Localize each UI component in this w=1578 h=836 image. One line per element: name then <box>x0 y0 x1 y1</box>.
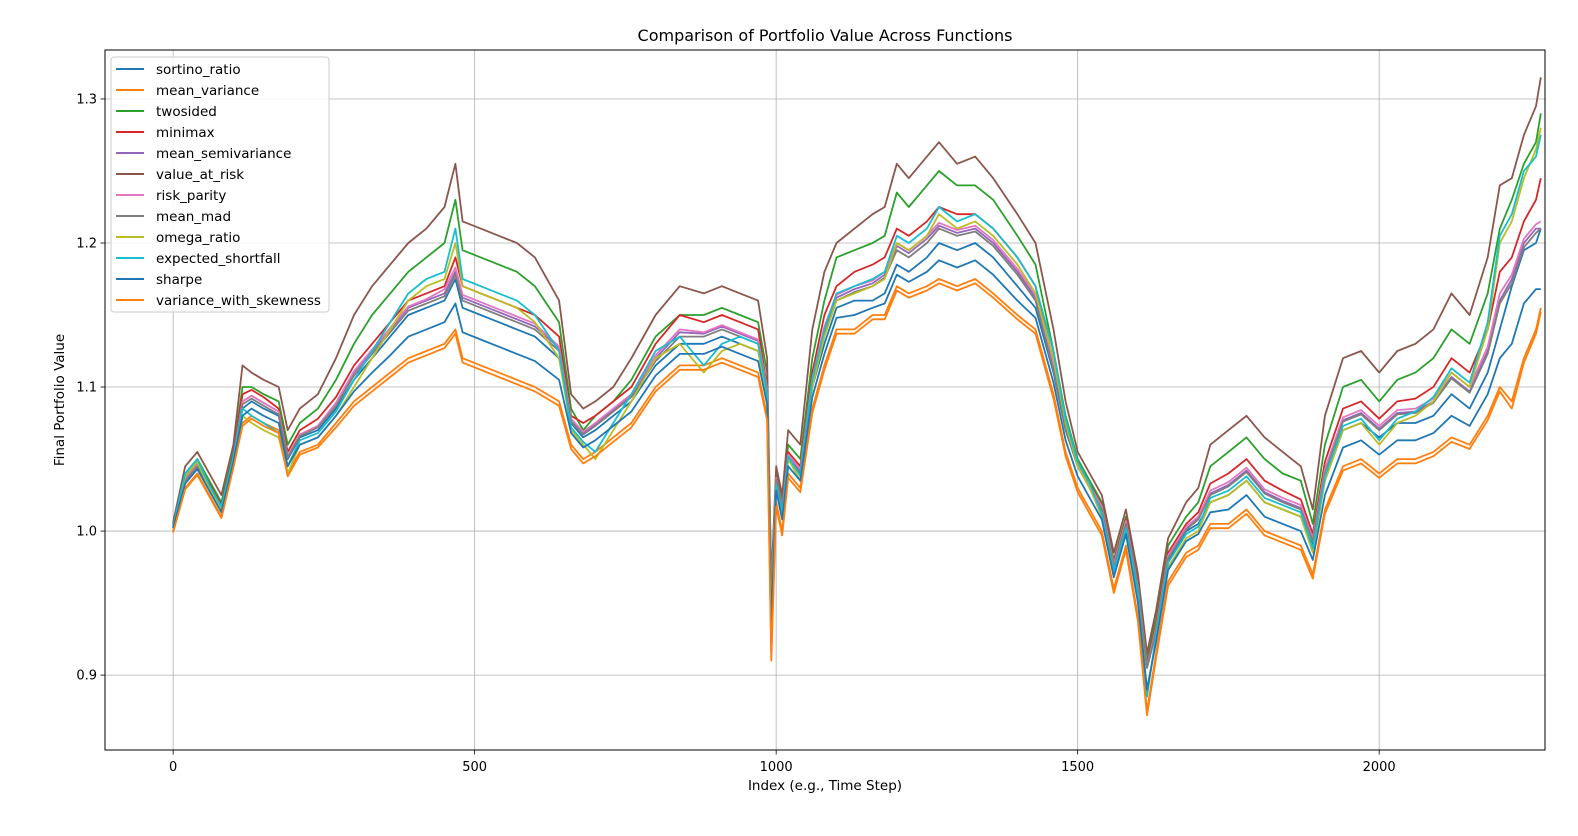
series-line-twosided <box>172 113 1542 662</box>
series-line-value_at_risk <box>172 77 1542 655</box>
x-tick-label: 0 <box>169 760 177 775</box>
legend-label-minimax: minimax <box>156 125 215 141</box>
y-axis-label: Final Portfolio Value <box>52 334 68 466</box>
series-layer <box>172 77 1542 717</box>
y-tick-label: 1.0 <box>76 525 97 540</box>
x-tick-label: 2000 <box>1363 760 1396 775</box>
series-line-minimax <box>172 178 1542 666</box>
series-line-sharpe <box>172 259 1541 691</box>
series-line-variance_with_skewness <box>172 282 1542 717</box>
x-tick-label: 1500 <box>1061 760 1094 775</box>
series-line-expected_shortfall <box>172 134 1542 698</box>
plot-frame <box>104 49 1546 751</box>
legend-label-sortino_ratio: sortino_ratio <box>156 62 241 78</box>
x-axis-label: Index (e.g., Time Step) <box>748 778 902 794</box>
y-tick-label: 1.1 <box>76 381 97 396</box>
legend-label-twosided: twosided <box>156 104 217 120</box>
legend-label-mean_variance: mean_variance <box>156 83 259 99</box>
y-tick-label: 1.2 <box>76 237 97 252</box>
y-tick-label: 0.9 <box>76 669 97 684</box>
series-line-omega_ratio <box>172 127 1542 691</box>
legend-label-expected_shortfall: expected_shortfall <box>156 251 281 267</box>
legend-label-omega_ratio: omega_ratio <box>156 230 240 246</box>
legend-label-variance_with_skewness: variance_with_skewness <box>156 293 321 309</box>
x-tick-label: 1000 <box>760 760 793 775</box>
legend-label-value_at_risk: value_at_risk <box>156 167 244 183</box>
legend-label-mean_semivariance: mean_semivariance <box>156 146 291 162</box>
series-line-mean_variance <box>172 278 1542 712</box>
legend-label-sharpe: sharpe <box>156 272 202 288</box>
y-tick-label: 1.3 <box>76 92 97 107</box>
tick-layer: 0 500 1000 1500 2000 0.9 1.0 1.1 1.2 1.3 <box>76 92 1395 775</box>
x-tick-label: 500 <box>462 760 487 775</box>
chart-title: Comparison of Portfolio Value Across Fun… <box>638 26 1013 45</box>
legend-label-risk_parity: risk_parity <box>156 188 226 204</box>
legend: sortino_ratio mean_variance twosided minima… <box>110 56 330 313</box>
legend-label-mean_mad: mean_mad <box>156 209 231 225</box>
legend-box <box>110 56 330 313</box>
